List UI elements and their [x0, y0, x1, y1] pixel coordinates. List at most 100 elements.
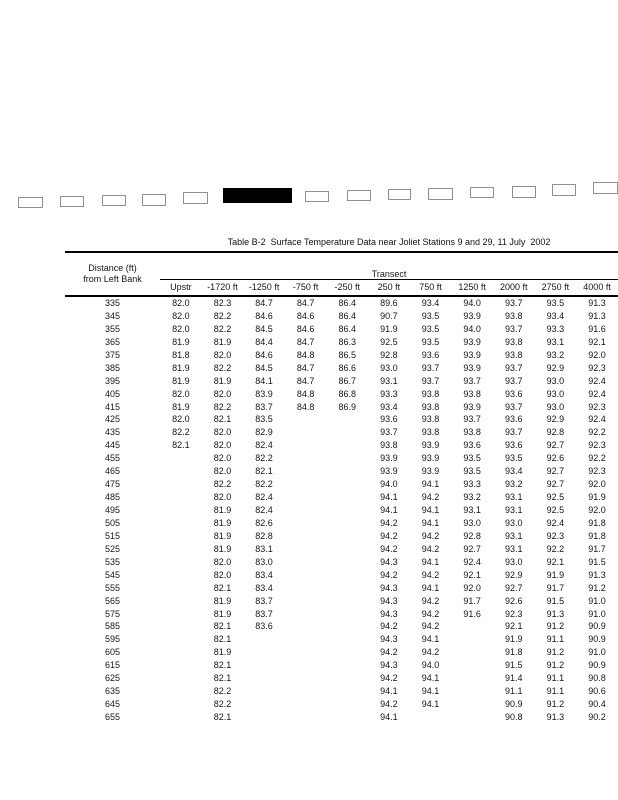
temperature-cell: 81.9 — [172, 375, 190, 386]
temperature-cell: 82.8 — [255, 530, 273, 541]
temperature-cell: 94.2 — [421, 595, 440, 606]
column-header: -750 ft — [292, 282, 319, 293]
temperature-cell: 91.3 — [588, 569, 606, 580]
temperature-cell: 92.4 — [588, 414, 606, 425]
temperature-cell — [243, 646, 285, 659]
temperature-cell — [285, 426, 327, 439]
temperature-cell: 84.7 — [296, 336, 315, 347]
temperature-cell — [326, 633, 368, 646]
surface-temperature-table: Distance (ft) from Left Bank Transect Up… — [65, 251, 618, 724]
temperature-cell: 91.7 — [588, 543, 606, 554]
temperature-cell — [326, 711, 368, 724]
temperature-cell: 81.9 — [213, 375, 232, 386]
table-row: 405 82.0 82.0 83.9 84.8 86.8 93.3 93.8 93.8 93.6 9… — [65, 388, 618, 401]
temperature-cell: 90.6 — [588, 686, 606, 697]
temperature-cell: 86.3 — [338, 336, 357, 347]
table-row: 515 81.9 82.8 94.2 94.2 92.8 93.1 92.3 91.8 — [65, 530, 618, 543]
temperature-cell: 92.3 — [504, 608, 523, 619]
temperature-cell — [285, 659, 327, 672]
temperature-cell: 93.7 — [463, 414, 481, 425]
temperature-cell — [326, 504, 368, 517]
temperature-cell: 94.2 — [380, 673, 398, 684]
temperature-cell — [451, 698, 493, 711]
temperature-cell: 92.0 — [588, 505, 606, 515]
temperature-cell: 82.0 — [172, 323, 190, 334]
distance-cell: 645 — [105, 699, 121, 710]
temperature-cell — [285, 465, 327, 478]
table-row: 425 82.0 82.1 83.5 93.6 93.8 93.7 93.6 92.9 92.4 — [65, 413, 618, 426]
table-row: 435 82.2 82.0 82.9 93.7 93.8 93.8 93.7 92.8 92.2 — [65, 426, 618, 439]
temperature-cell: 84.4 — [255, 336, 273, 347]
temperature-cell: 91.5 — [588, 556, 606, 567]
temperature-cell: 82.2 — [213, 310, 232, 321]
temperature-cell — [285, 413, 327, 426]
distance-cell: 385 — [105, 362, 121, 373]
temperature-cell: 92.8 — [380, 349, 398, 360]
temperature-cell: 93.5 — [546, 298, 565, 308]
temperature-cell — [285, 556, 327, 569]
temperature-cell: 90.4 — [588, 699, 606, 710]
distance-cell: 505 — [105, 517, 121, 528]
temperature-cell: 83.0 — [255, 556, 273, 567]
temperature-cell — [285, 491, 327, 504]
temperature-cell: 94.0 — [463, 323, 481, 334]
column-header: 1250 ft — [458, 282, 486, 293]
temperature-cell — [160, 504, 202, 517]
temperature-cell — [285, 452, 327, 465]
temperature-cell: 92.0 — [588, 479, 606, 490]
temperature-cell: 91.2 — [546, 660, 565, 671]
temperature-cell: 93.3 — [463, 479, 481, 490]
temperature-cell: 91.3 — [546, 608, 565, 619]
temperature-cell: 93.4 — [546, 310, 565, 321]
temperature-cell — [451, 685, 493, 698]
temperature-cell — [326, 582, 368, 595]
temperature-cell — [451, 711, 493, 724]
temperature-cell: 84.7 — [296, 298, 315, 308]
table-row: 345 82.0 82.2 84.6 84.6 86.4 90.7 93.5 93.9 93.8 9… — [65, 310, 618, 323]
marker-box — [470, 187, 494, 198]
temperature-cell: 84.8 — [296, 349, 315, 360]
distance-cell: 345 — [105, 310, 121, 321]
temperature-cell: 83.5 — [255, 414, 273, 425]
temperature-cell: 91.2 — [546, 699, 565, 710]
temperature-cell: 93.7 — [504, 401, 523, 412]
temperature-cell: 91.7 — [546, 582, 565, 593]
temperature-cell — [160, 530, 202, 543]
temperature-cell: 93.7 — [421, 375, 440, 386]
temperature-cell: 93.9 — [421, 440, 440, 451]
table-row: 475 82.2 82.2 94.0 94.1 93.3 93.2 92.7 92.0 — [65, 478, 618, 491]
temperature-cell: 94.1 — [421, 505, 440, 515]
temperature-cell: 92.2 — [588, 453, 606, 464]
temperature-cell: 83.4 — [255, 582, 273, 593]
temperature-cell — [451, 646, 493, 659]
temperature-cell: 82.1 — [213, 621, 232, 632]
temperature-cell: 93.6 — [463, 440, 481, 451]
temperature-cell — [160, 672, 202, 685]
temperature-cell: 93.9 — [421, 453, 440, 464]
temperature-cell: 84.7 — [255, 298, 273, 308]
temperature-cell: 91.6 — [463, 608, 481, 619]
temperature-cell — [160, 685, 202, 698]
temperature-cell — [285, 595, 327, 608]
temperature-cell: 82.0 — [213, 388, 232, 399]
temperature-cell — [326, 620, 368, 633]
temperature-cell: 82.1 — [213, 660, 232, 671]
temperature-cell — [326, 426, 368, 439]
marker-box — [102, 195, 126, 206]
table-title: Table B-2 Surface Temperature Data near … — [227, 237, 551, 247]
temperature-cell — [285, 582, 327, 595]
temperature-cell: 81.9 — [172, 401, 190, 412]
temperature-cell: 94.2 — [421, 608, 440, 619]
temperature-cell: 93.9 — [380, 453, 398, 464]
temperature-cell: 94.0 — [463, 298, 481, 308]
marker-box — [593, 182, 618, 194]
temperature-cell: 92.5 — [380, 336, 398, 347]
temperature-cell: 93.6 — [504, 414, 523, 425]
temperature-cell: 92.6 — [504, 595, 523, 606]
temperature-cell: 92.4 — [588, 375, 606, 386]
temperature-cell: 82.1 — [213, 582, 232, 593]
temperature-cell: 84.7 — [296, 375, 315, 386]
temperature-cell: 82.1 — [213, 712, 232, 722]
temperature-cell — [285, 711, 327, 724]
temperature-cell: 94.2 — [380, 517, 398, 528]
